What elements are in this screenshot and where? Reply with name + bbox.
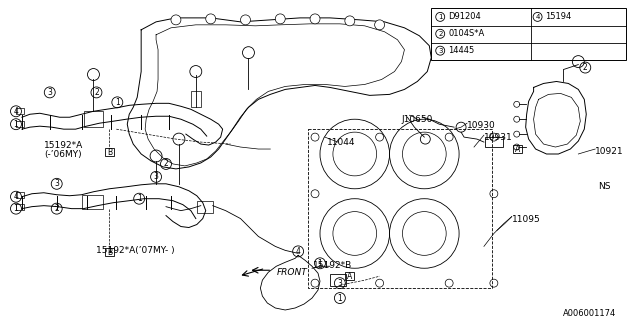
Circle shape [310, 14, 320, 24]
Bar [16, 204, 24, 210]
Text: D91204: D91204 [448, 12, 481, 21]
Circle shape [374, 20, 385, 30]
Text: A: A [347, 272, 353, 281]
Text: 1: 1 [137, 194, 141, 203]
Text: 1: 1 [337, 293, 342, 302]
Text: 11044: 11044 [327, 138, 355, 147]
Text: 2: 2 [583, 63, 588, 72]
Text: 11095: 11095 [512, 215, 541, 224]
Text: 1: 1 [115, 98, 120, 107]
Bar [197, 201, 212, 212]
Text: 15192*A(’07MY- ): 15192*A(’07MY- ) [97, 246, 175, 255]
Circle shape [241, 15, 250, 25]
Text: 2: 2 [54, 204, 59, 213]
Text: 1: 1 [317, 259, 323, 268]
Text: 2: 2 [164, 159, 168, 168]
Text: 1: 1 [13, 120, 19, 129]
Text: 10921: 10921 [595, 147, 624, 156]
Text: NS: NS [598, 182, 611, 191]
Text: B: B [107, 248, 112, 257]
Bar [81, 195, 104, 209]
Bar [485, 137, 503, 147]
Text: 4: 4 [13, 192, 19, 201]
Text: 3: 3 [154, 172, 159, 181]
Text: 15194: 15194 [545, 12, 572, 21]
Text: 2: 2 [94, 88, 99, 97]
Circle shape [345, 16, 355, 26]
Text: 3: 3 [337, 279, 342, 288]
Bar [308, 129, 492, 288]
Text: 1: 1 [438, 14, 442, 20]
Text: B: B [107, 148, 112, 156]
Bar [346, 272, 355, 280]
Text: 4: 4 [536, 14, 540, 20]
Text: 3: 3 [438, 48, 442, 54]
Text: (-’06MY): (-’06MY) [44, 150, 81, 159]
Text: 0104S*A: 0104S*A [448, 29, 484, 38]
Text: 4: 4 [13, 107, 19, 116]
Bar [105, 148, 114, 156]
Circle shape [171, 15, 181, 25]
Text: 14445: 14445 [448, 46, 474, 55]
Bar [16, 121, 24, 127]
Text: 2: 2 [438, 31, 442, 37]
Bar [191, 92, 201, 107]
Text: A: A [515, 145, 520, 154]
Bar [84, 111, 104, 127]
Text: FRONT: FRONT [276, 268, 307, 277]
Bar [513, 145, 522, 153]
Text: 3: 3 [47, 88, 52, 97]
Text: 1: 1 [13, 204, 19, 213]
Text: J10650: J10650 [401, 115, 433, 124]
Text: 4: 4 [296, 247, 301, 256]
Text: 15192*B: 15192*B [313, 261, 352, 270]
Text: A006001174: A006001174 [563, 309, 617, 318]
Bar [105, 248, 114, 256]
Text: 15192*A: 15192*A [44, 141, 83, 150]
Circle shape [275, 14, 285, 24]
Bar [16, 108, 24, 114]
Circle shape [205, 14, 216, 24]
Text: 10931: 10931 [484, 133, 513, 142]
Text: 10930: 10930 [467, 121, 496, 130]
Bar [431, 8, 626, 60]
Text: 3: 3 [54, 179, 59, 188]
Bar [16, 192, 24, 198]
Bar [330, 274, 346, 286]
